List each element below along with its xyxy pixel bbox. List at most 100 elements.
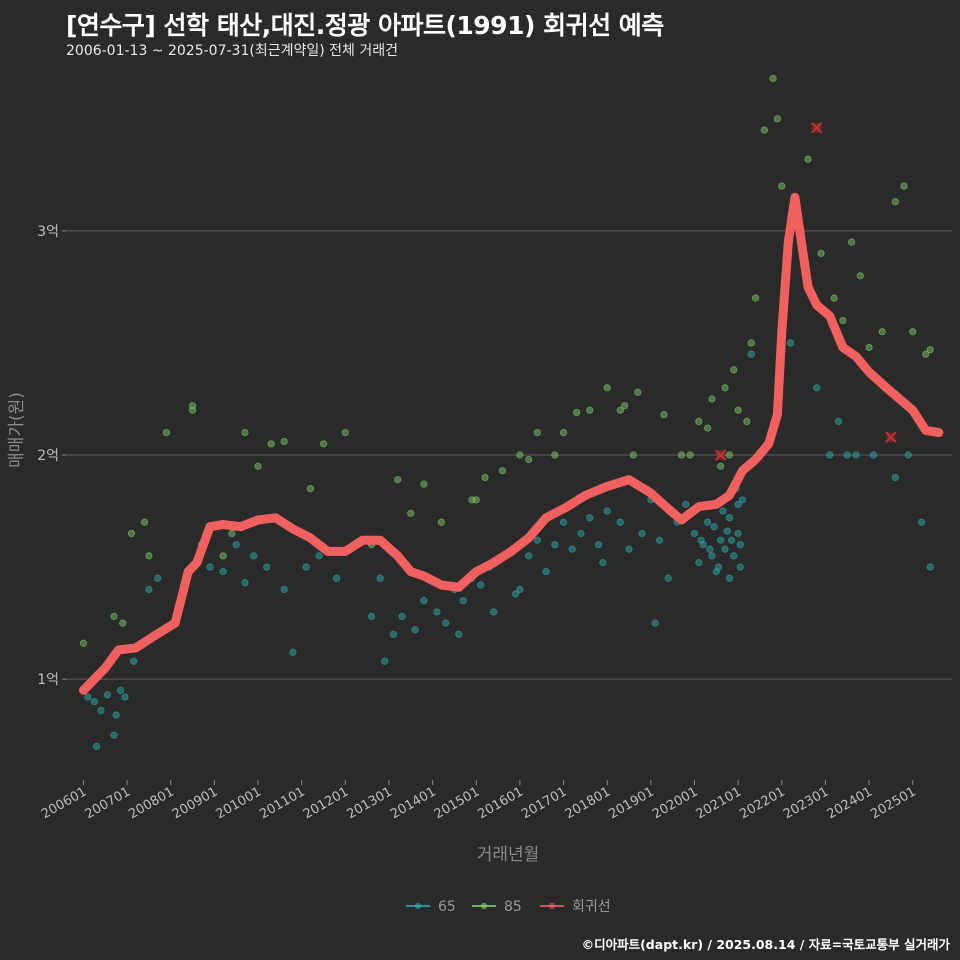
point-85 [241, 429, 249, 437]
point-65 [738, 496, 747, 504]
x-tick-label: 200801 [126, 784, 176, 822]
x-tick-label: 202301 [781, 784, 831, 822]
point-85 [110, 612, 118, 620]
point-85 [525, 455, 533, 464]
point-65 [869, 451, 878, 459]
point-65 [703, 518, 712, 526]
point-65 [568, 545, 576, 553]
point-65 [289, 648, 297, 656]
legend-dot [480, 902, 488, 910]
x-tick-label: 201401 [388, 784, 438, 822]
x-tick-label: 201601 [475, 784, 525, 822]
point-85 [721, 384, 729, 392]
point-65 [219, 567, 227, 576]
point-65 [852, 451, 860, 459]
point-65 [511, 590, 520, 598]
point-85 [922, 350, 930, 358]
legend-dot [414, 902, 422, 910]
point-65 [655, 536, 664, 544]
point-65 [389, 630, 397, 638]
point-85 [306, 485, 315, 493]
x-tick-label: 201901 [606, 784, 656, 822]
point-65 [381, 657, 389, 665]
point-65 [730, 552, 738, 560]
x-tick-label: 202101 [694, 784, 744, 822]
point-65 [736, 563, 744, 571]
point-65 [664, 574, 672, 582]
point-85 [848, 238, 856, 246]
point-85 [188, 406, 197, 414]
point-65 [241, 579, 249, 587]
point-65 [455, 630, 463, 638]
highlight-markers [714, 122, 897, 461]
point-85 [677, 451, 685, 459]
chart-title: [연수구] 선학 태산,대진.정광 아파트(1991) 회귀선 예측 [66, 11, 664, 40]
point-65 [110, 731, 118, 739]
point-65 [747, 350, 755, 358]
point-85 [407, 509, 415, 517]
point-65 [542, 567, 550, 576]
point-65 [719, 507, 727, 515]
point-85 [533, 429, 541, 437]
point-85 [865, 343, 873, 352]
point-85 [660, 411, 668, 419]
y-tick-label: 1억 [37, 672, 59, 688]
point-65 [477, 581, 485, 589]
point-85 [551, 451, 559, 459]
point-85 [926, 346, 934, 354]
point-65 [706, 545, 714, 553]
point-65 [145, 585, 153, 594]
gridlines [66, 230, 952, 680]
point-65 [625, 545, 633, 553]
point-65 [398, 612, 406, 620]
point-65 [263, 563, 271, 571]
point-85 [804, 155, 812, 163]
point-65 [420, 597, 428, 605]
point-65 [376, 574, 384, 582]
point-85 [319, 440, 328, 448]
point-65 [786, 339, 795, 347]
x-tick-label: 202401 [825, 784, 875, 822]
legend-label: 회귀선 [572, 899, 611, 915]
point-85 [616, 406, 624, 414]
chart-subtitle: 2006-01-13 ~ 2025-07-31(최근계약일) 전체 거래건 [66, 43, 398, 59]
point-65 [594, 541, 603, 549]
point-85 [162, 429, 170, 437]
point-65 [232, 541, 240, 549]
x-tick-label: 201501 [432, 784, 482, 822]
point-85 [127, 529, 136, 538]
point-85 [629, 451, 637, 459]
point-65 [121, 693, 129, 701]
point-85 [573, 408, 581, 417]
point-65 [206, 563, 214, 571]
point-65 [616, 518, 624, 526]
point-85 [760, 126, 768, 134]
x-tick-label: 200901 [170, 784, 220, 822]
point-65 [516, 585, 524, 594]
x-tick-label: 202201 [737, 784, 787, 822]
point-85 [219, 552, 227, 560]
point-85 [817, 249, 825, 257]
point-85 [751, 294, 760, 302]
regression-line [79, 192, 944, 695]
point-85 [830, 294, 838, 302]
point-85 [254, 462, 262, 470]
point-65 [721, 545, 729, 553]
point-65 [695, 558, 703, 567]
point-65 [813, 384, 821, 392]
x-tick-label: 202501 [868, 784, 918, 822]
point-85 [730, 366, 738, 374]
point-65 [638, 529, 646, 538]
point-65 [708, 552, 716, 560]
point-85 [734, 406, 742, 414]
legend-dot [548, 902, 556, 910]
point-65 [725, 574, 734, 582]
point-65 [586, 514, 594, 522]
y-tick-label: 2억 [37, 448, 59, 464]
point-65 [130, 657, 138, 665]
point-85 [717, 462, 725, 470]
point-65 [90, 697, 98, 706]
x-axis: 2006012007012008012009012010012011012012… [39, 780, 919, 822]
point-85 [603, 384, 611, 392]
point-65 [525, 552, 533, 560]
